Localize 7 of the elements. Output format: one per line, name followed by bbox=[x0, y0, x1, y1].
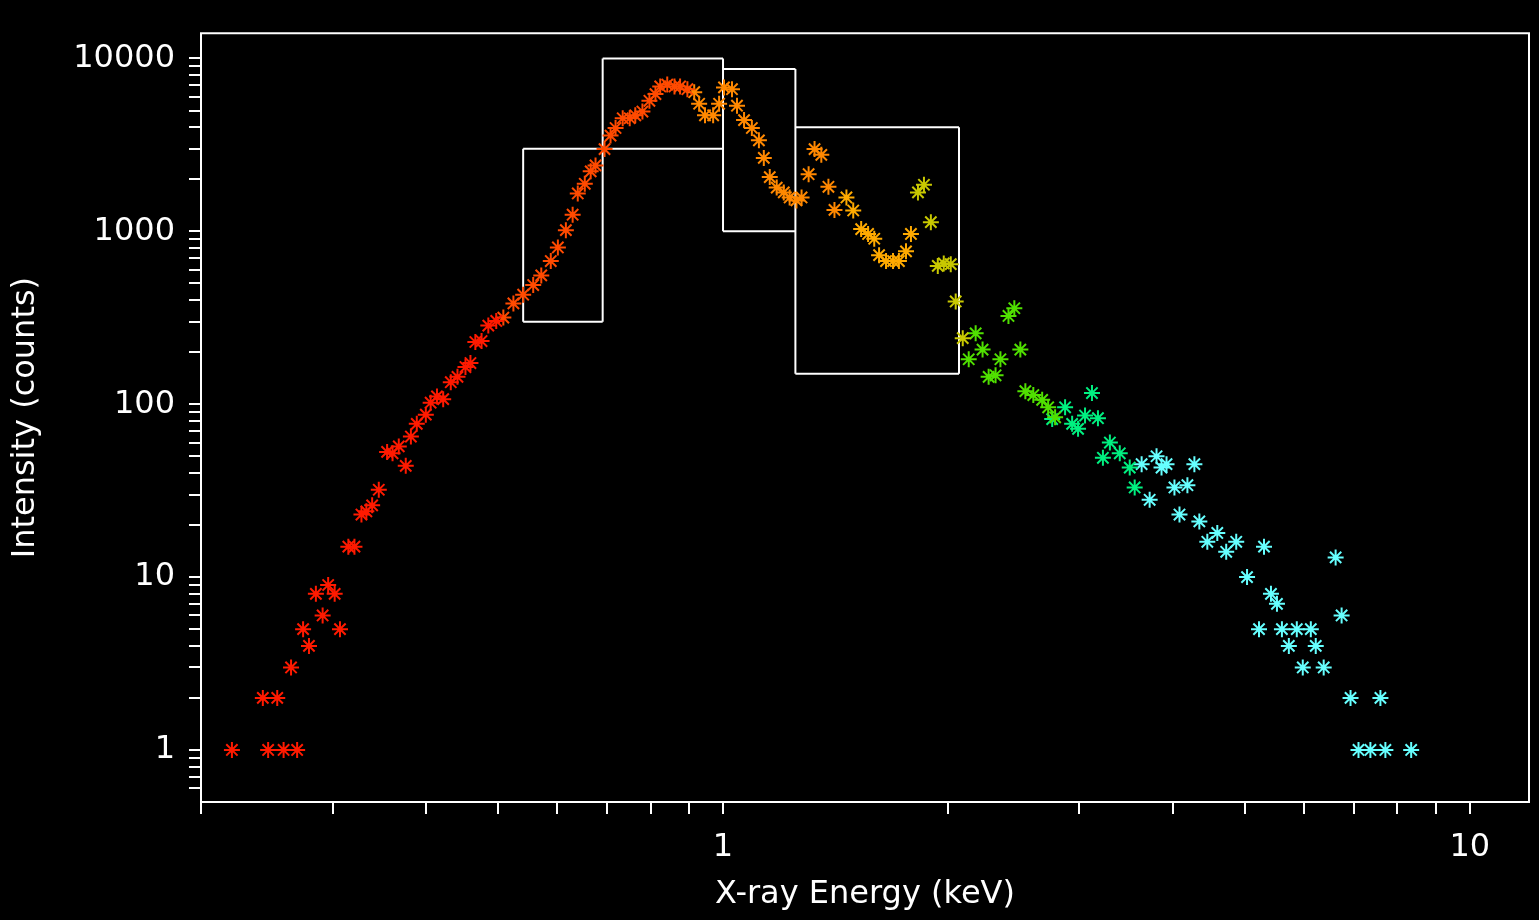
y-tick-label: 1000 bbox=[93, 209, 175, 248]
y-axis-title: Intensity (counts) bbox=[3, 276, 42, 559]
y-tick-label: 1 bbox=[154, 728, 175, 767]
x-axis-title: X-ray Energy (keV) bbox=[715, 873, 1015, 912]
y-tick-label: 10000 bbox=[73, 36, 175, 75]
y-tick-label: 10 bbox=[134, 555, 175, 594]
y-tick-label: 100 bbox=[113, 382, 175, 421]
